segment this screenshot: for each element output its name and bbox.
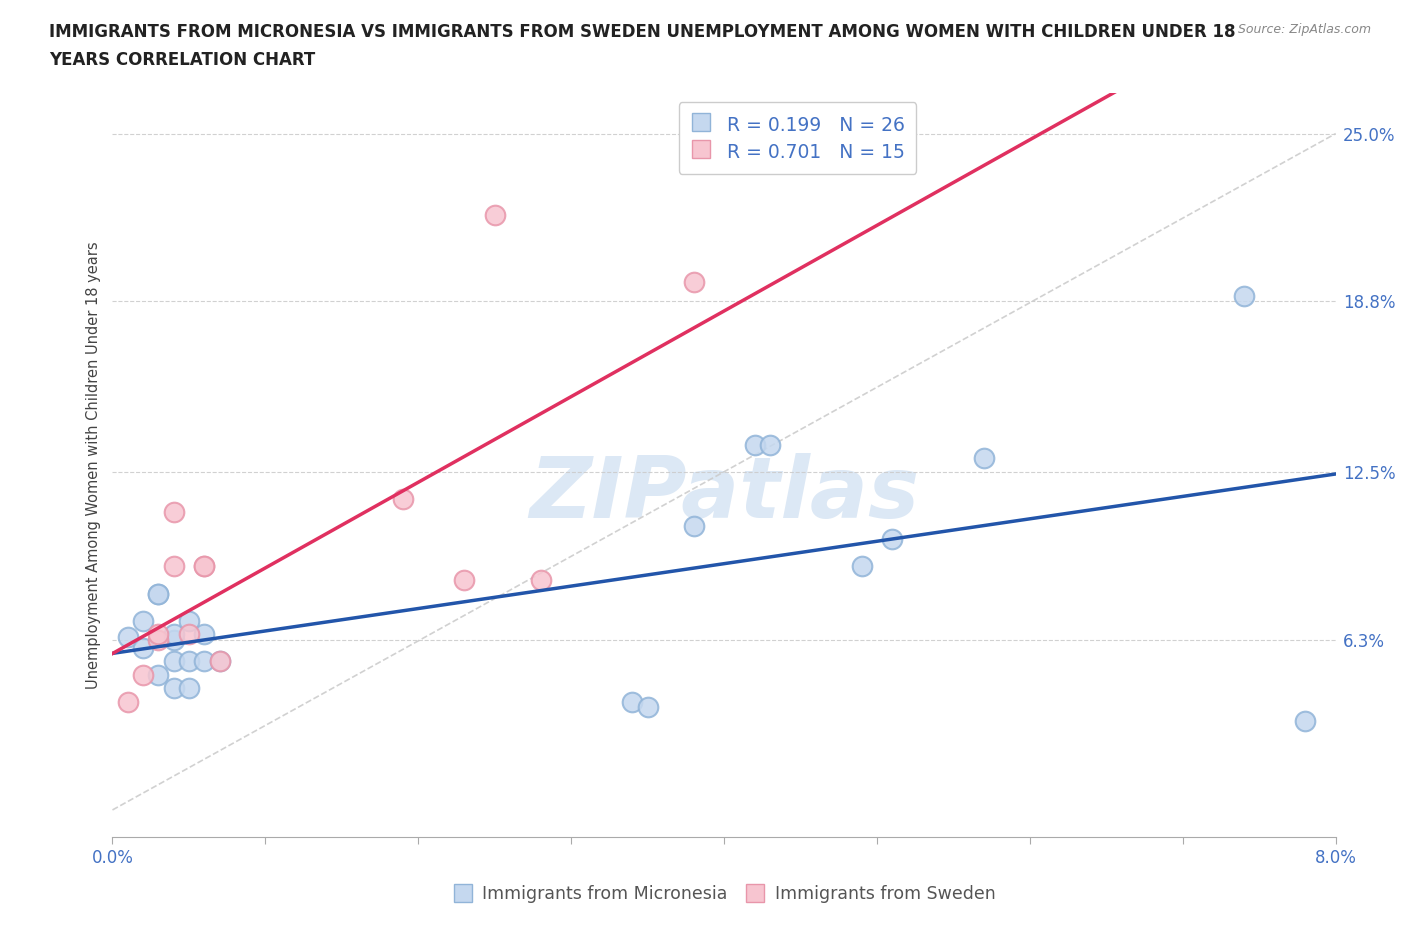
Point — [132, 667, 155, 682]
Point — [744, 437, 766, 452]
Point — [148, 586, 170, 601]
Point — [148, 586, 170, 601]
Point — [529, 573, 551, 588]
Point — [148, 667, 170, 682]
Point — [484, 207, 506, 222]
Text: ZIPatlas: ZIPatlas — [529, 453, 920, 537]
Y-axis label: Unemployment Among Women with Children Under 18 years: Unemployment Among Women with Children U… — [86, 241, 101, 689]
Point — [208, 654, 231, 669]
Text: Source: ZipAtlas.com: Source: ZipAtlas.com — [1237, 23, 1371, 36]
Text: YEARS CORRELATION CHART: YEARS CORRELATION CHART — [49, 51, 315, 69]
Point — [148, 627, 170, 642]
Point — [148, 632, 170, 647]
Point — [392, 491, 415, 506]
Point — [193, 627, 215, 642]
Point — [177, 681, 200, 696]
Point — [193, 654, 215, 669]
Point — [193, 559, 215, 574]
Point — [163, 681, 186, 696]
Point — [851, 559, 873, 574]
Point — [682, 275, 704, 290]
Point — [177, 627, 200, 642]
Point — [163, 654, 186, 669]
Point — [193, 559, 215, 574]
Point — [637, 699, 659, 714]
Point — [453, 573, 475, 588]
Point — [882, 532, 904, 547]
Point — [163, 632, 186, 647]
Text: IMMIGRANTS FROM MICRONESIA VS IMMIGRANTS FROM SWEDEN UNEMPLOYMENT AMONG WOMEN WI: IMMIGRANTS FROM MICRONESIA VS IMMIGRANTS… — [49, 23, 1236, 41]
Point — [117, 630, 139, 644]
Point — [132, 640, 155, 655]
Point — [163, 627, 186, 642]
Point — [163, 505, 186, 520]
Point — [208, 654, 231, 669]
Point — [163, 559, 186, 574]
Point — [973, 451, 995, 466]
Point — [117, 695, 139, 710]
Point — [621, 695, 644, 710]
Legend: Immigrants from Micronesia, Immigrants from Sweden: Immigrants from Micronesia, Immigrants f… — [446, 878, 1002, 910]
Point — [132, 613, 155, 628]
Point — [759, 437, 782, 452]
Point — [177, 613, 200, 628]
Point — [1294, 713, 1316, 728]
Point — [682, 518, 704, 533]
Point — [1233, 288, 1256, 303]
Point — [177, 654, 200, 669]
